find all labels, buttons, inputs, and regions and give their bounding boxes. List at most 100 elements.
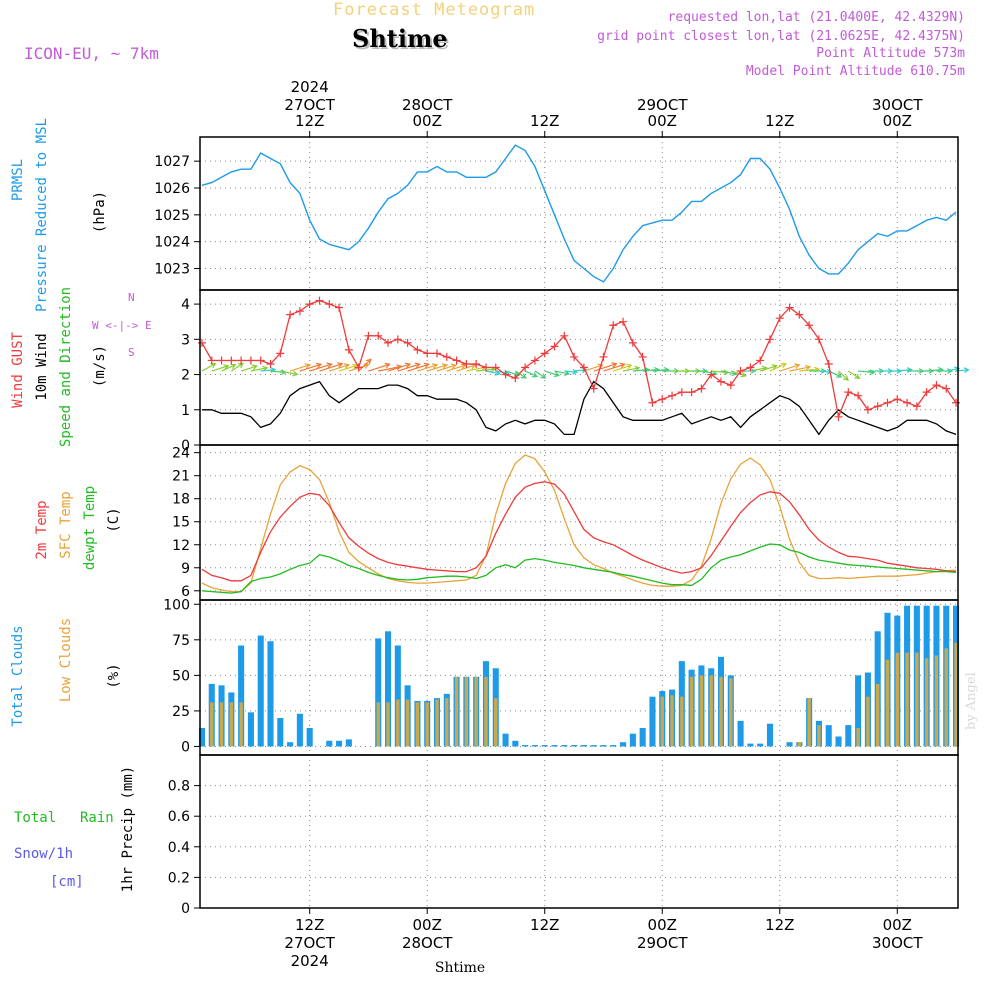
y-tick-label: 21 bbox=[172, 469, 190, 485]
wind-gust-marker bbox=[746, 363, 755, 372]
y-tick-label: 1024 bbox=[154, 235, 190, 251]
low-cloud-bar bbox=[875, 683, 880, 747]
total-cloud-bar bbox=[238, 645, 245, 747]
wind-arrow-shaft bbox=[280, 370, 298, 376]
y-tick-label: 9 bbox=[181, 561, 190, 577]
y-tick-label: 4 bbox=[181, 297, 190, 313]
compass-north: N bbox=[128, 291, 135, 304]
wind-arrow-head bbox=[843, 375, 849, 381]
wind-arrow-head bbox=[423, 362, 430, 369]
wind-gust-marker bbox=[452, 356, 461, 365]
wind-arrow-head bbox=[928, 368, 935, 374]
wind-arrow-head bbox=[820, 368, 827, 374]
wind-direction-arrow bbox=[838, 370, 849, 381]
low-cloud-bar bbox=[660, 696, 664, 747]
wind-arrow-head bbox=[315, 362, 323, 369]
y-tick-label: 25 bbox=[172, 704, 190, 720]
wind-arrow-head bbox=[540, 373, 547, 379]
wind-arrow-head bbox=[634, 365, 641, 372]
total-cloud-bar bbox=[620, 742, 627, 747]
wind-gust-marker bbox=[246, 356, 255, 365]
wind-gust-marker bbox=[560, 331, 569, 340]
wind-gust-marker bbox=[883, 398, 892, 407]
wind-arrow-head bbox=[262, 365, 269, 372]
wind-direction-arrow bbox=[436, 363, 457, 372]
wind-gust-marker bbox=[638, 352, 647, 361]
wind-gust-series-line bbox=[201, 299, 957, 420]
wind-arrow-shaft bbox=[397, 363, 420, 372]
wind-direction-arrow bbox=[280, 370, 299, 377]
wind-gust-marker bbox=[374, 331, 383, 340]
total-cloud-bar bbox=[845, 725, 852, 747]
wind-gust-marker bbox=[668, 391, 677, 400]
wind-gust-marker bbox=[873, 402, 882, 411]
wind-gust-marker bbox=[364, 331, 373, 340]
time-label-day-bottom: 29OCT bbox=[637, 934, 688, 952]
wind-arrow-shaft bbox=[368, 363, 390, 372]
wind-arrow-head bbox=[740, 371, 747, 378]
wind-arrow-shaft bbox=[632, 368, 649, 372]
wind-arrow-head bbox=[230, 363, 237, 369]
wind-gust-marker bbox=[932, 381, 941, 390]
y-tick-label: 0.6 bbox=[168, 809, 190, 825]
wind-gust-marker bbox=[501, 370, 510, 379]
total-cloud-bar bbox=[257, 635, 264, 747]
wind-gust-marker bbox=[217, 356, 226, 365]
wind-direction-arrow bbox=[329, 363, 350, 372]
time-label-day-top: 29OCT bbox=[637, 96, 688, 114]
total-cloud-bar bbox=[522, 745, 529, 747]
wind-direction-arrow bbox=[613, 363, 633, 372]
y-tick-label: 100 bbox=[163, 597, 190, 613]
wind-arrow-head bbox=[365, 358, 372, 365]
wind-direction-arrow bbox=[231, 362, 245, 372]
chart-title: Forecast Meteogram bbox=[333, 0, 536, 20]
wind-arrow-shaft bbox=[593, 363, 617, 372]
wind-direction-arrow bbox=[309, 362, 333, 372]
wind-gust-marker bbox=[765, 335, 774, 344]
wind-arrow-head bbox=[794, 363, 801, 369]
wind-gust-marker bbox=[286, 310, 295, 319]
y-tick-label: 0 bbox=[181, 901, 190, 917]
wind-gust-marker bbox=[472, 359, 481, 368]
wind-gust-marker bbox=[197, 338, 206, 347]
wind-arrow-shaft bbox=[613, 364, 632, 372]
wind-arrow-head bbox=[326, 362, 333, 369]
wind-direction-arrow bbox=[759, 364, 778, 372]
low-cloud-bar bbox=[915, 652, 919, 747]
wind-gust-marker bbox=[795, 310, 804, 319]
total-cloud-bar bbox=[610, 745, 617, 747]
y-tick-label: 0.2 bbox=[168, 870, 190, 886]
wind-gust-marker bbox=[237, 356, 246, 365]
wind-gust-marker bbox=[423, 349, 432, 358]
low-cloud-bar bbox=[885, 659, 890, 747]
wind-arrow-shaft bbox=[858, 370, 875, 374]
wind-gust-marker bbox=[227, 356, 236, 365]
y-tick-label: 0 bbox=[181, 739, 190, 755]
wind-direction-arrow bbox=[769, 362, 788, 372]
wind-arrow-shaft bbox=[946, 367, 960, 372]
point-altitude: Point Altitude 573m bbox=[816, 46, 965, 61]
wind-arrow-shaft bbox=[622, 367, 640, 372]
wind-direction-arrow bbox=[358, 358, 372, 372]
compass-south: S bbox=[128, 346, 135, 359]
wind-arrow-head bbox=[520, 373, 527, 379]
wind-arrow-shaft bbox=[211, 365, 229, 372]
time-label-year-bottom: 2024 bbox=[291, 952, 329, 970]
temp-dewpt-series-line bbox=[201, 543, 957, 594]
y-tick-label: 15 bbox=[172, 515, 190, 531]
wind-arrow-shaft bbox=[524, 370, 538, 378]
wind-gust-marker bbox=[854, 391, 863, 400]
low-cloud-bar bbox=[386, 702, 390, 747]
wind-arrow-shaft bbox=[759, 365, 777, 372]
wind-arrow-shaft bbox=[789, 366, 811, 372]
wind-gust-marker bbox=[315, 296, 324, 305]
wind-direction-arrow bbox=[603, 362, 626, 372]
total-cloud-bar bbox=[394, 645, 401, 747]
y-tick-label: 1026 bbox=[154, 181, 190, 197]
wind-arrow-shaft bbox=[583, 364, 603, 372]
wind-direction-arrow bbox=[397, 362, 421, 372]
wind-arrow-head bbox=[304, 363, 311, 369]
low-cloud-bar bbox=[494, 698, 498, 747]
low-cloud-bar bbox=[689, 676, 694, 747]
wind-gust-marker bbox=[814, 335, 823, 344]
